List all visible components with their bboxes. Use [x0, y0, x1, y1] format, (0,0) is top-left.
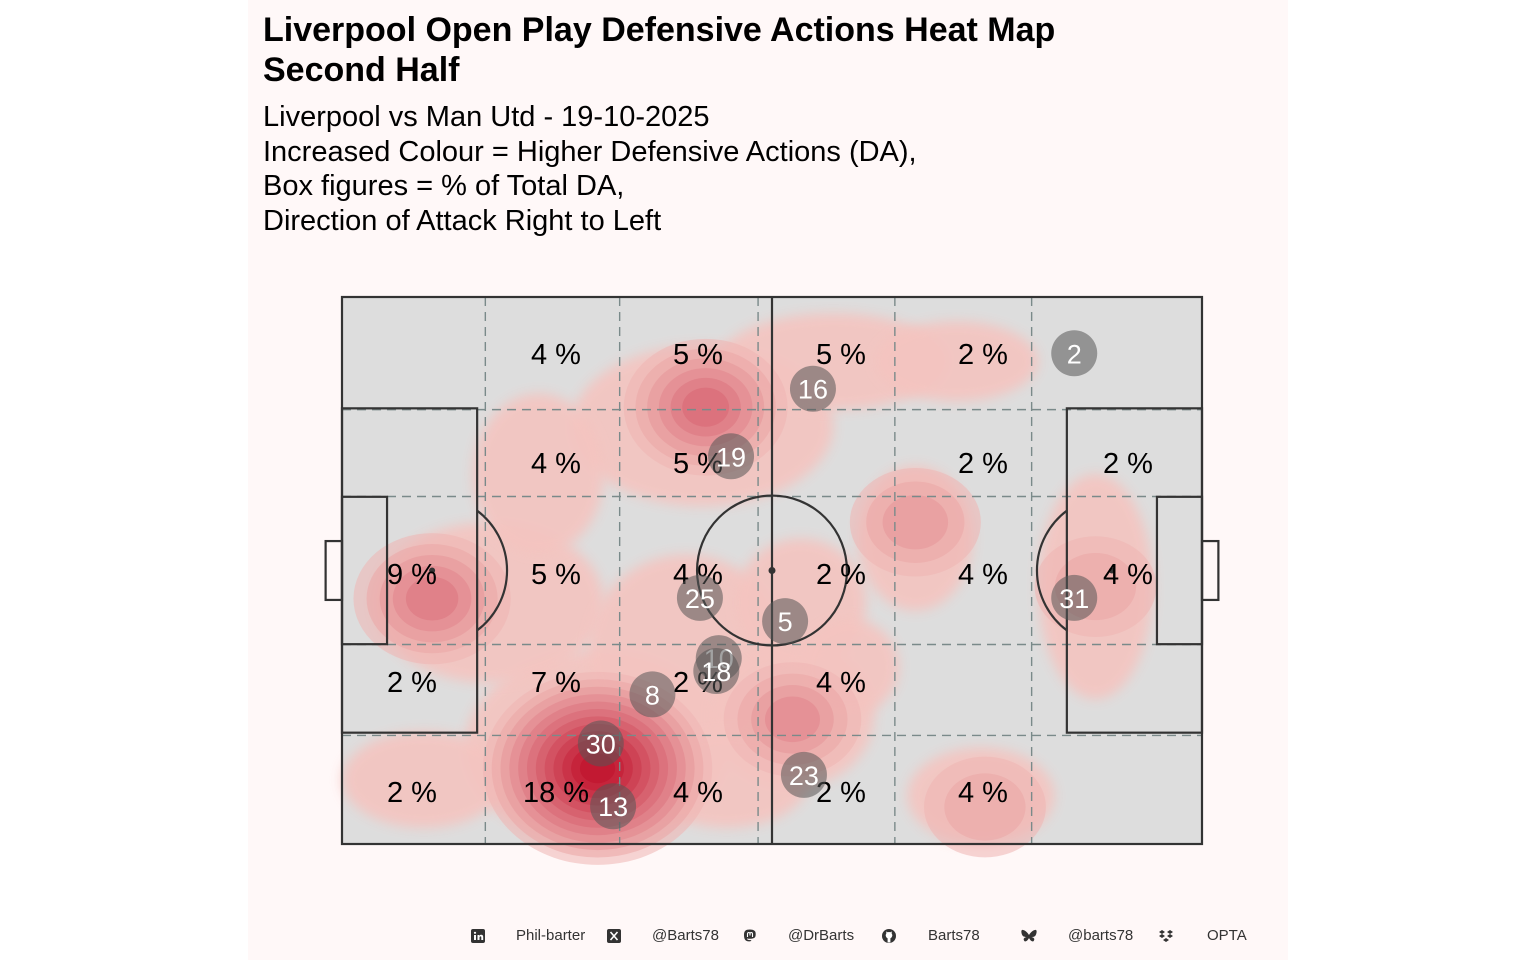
player-number-label: 8 [645, 680, 660, 710]
footer-github-label: Barts78 [928, 927, 980, 944]
player-marker-circle [762, 598, 809, 645]
zone-percentage-r4-c1: 2 % [387, 667, 437, 699]
player-marker-circle [577, 720, 624, 767]
density-hotspot-2-level-6 [682, 387, 730, 427]
player-marker-19: 19 [708, 433, 755, 480]
player-number-label: 23 [789, 761, 819, 791]
player-marker-circle [708, 433, 755, 480]
zone-percentage-r1-c4: 5 % [816, 339, 866, 371]
chart-title: Liverpool Open Play Defensive Actions He… [263, 10, 1263, 90]
zone-percentage-r2-c2: 4 % [531, 448, 581, 480]
mastodon-icon [742, 928, 758, 944]
player-marker-5: 5 [762, 598, 809, 645]
zone-percentage-r4-c2: 7 % [531, 667, 581, 699]
player-marker-circle [780, 751, 827, 798]
player-number-label: 2 [1067, 339, 1082, 369]
penalty-spot-right [1108, 567, 1115, 574]
subtitle-line-4: Direction of Attack Right to Left [263, 204, 662, 237]
zone-percentage-r2-c5: 2 % [958, 448, 1008, 480]
x-twitter-icon [606, 928, 622, 944]
player-number-label: 5 [778, 607, 793, 637]
player-marker-30: 30 [577, 720, 624, 767]
goal-left [324, 539, 344, 602]
player-marker-circle [590, 783, 637, 830]
density-base-6 [342, 731, 506, 828]
player-number-label: 18 [701, 657, 731, 687]
penalty-spot-left [429, 567, 436, 574]
zone-percentage-r2-c6: 2 % [1103, 448, 1153, 480]
zone-percentage-r3-c5: 4 % [958, 559, 1008, 591]
footer-mastodon-label: @DrBarts [788, 927, 855, 944]
player-marker-8: 8 [629, 671, 676, 718]
zone-percentage-r4-c4: 4 % [816, 667, 866, 699]
zone-percentage-r1-c3: 5 % [673, 339, 723, 371]
player-marker-23: 23 [780, 751, 827, 798]
player-number-label: 19 [716, 442, 746, 472]
zone-percentage-r3-c6: 4 % [1103, 559, 1153, 591]
footer-dropbox-label: OPTA [1207, 927, 1247, 944]
zone-percentage-r5-c3: 4 % [673, 777, 723, 809]
player-marker-circle [789, 365, 836, 412]
player-marker-circle [1051, 330, 1098, 377]
player-marker-2: 2 [1051, 330, 1098, 377]
subtitle-line-3: Box figures = % of Total DA, [263, 170, 625, 202]
player-marker-circle [1051, 574, 1098, 621]
player-marker-13: 13 [590, 783, 637, 830]
footer-x-label: @Barts78 [652, 927, 719, 944]
player-marker-25: 25 [676, 574, 723, 621]
player-number-label: 31 [1059, 584, 1089, 614]
chart-title-line-2: Second Half [263, 51, 460, 89]
footer-linkedin-label: Phil-barter [516, 927, 586, 944]
penalty-arc-left [476, 509, 509, 632]
density-hotspot-4-level-4 [764, 696, 820, 743]
footer-bluesky-label: @barts78 [1068, 927, 1134, 944]
subtitle-line-1: Liverpool vs Man Utd - 19-10-2025 [263, 101, 710, 133]
github-icon [881, 928, 897, 944]
density-base-7 [473, 393, 605, 555]
zone-grid [342, 297, 1202, 844]
player-number-label: 30 [586, 729, 616, 759]
density-hotspot-5-level-3 [882, 495, 949, 550]
player-number-label: 16 [798, 375, 828, 405]
pitch-markings [324, 295, 1220, 846]
player-marker-circle [629, 671, 676, 718]
density-hotspot-6-level-2 [944, 773, 1026, 841]
player-marker-18: 18 [693, 648, 740, 695]
density-hotspot-3-level-5 [405, 576, 459, 621]
player-markers: 216192553110188302313 [577, 330, 1098, 830]
zone-percentage-r5-c5: 4 % [958, 777, 1008, 809]
density-layer [342, 313, 1157, 865]
centre-circle [695, 494, 849, 647]
player-number-label: 25 [685, 584, 715, 614]
penalty-arc-right [1035, 509, 1068, 632]
linkedin-icon [470, 928, 486, 944]
zone-percentage-r3-c4: 2 % [816, 559, 866, 591]
zone-percentage-r5-c1: 2 % [387, 777, 437, 809]
zone-percentage-r3-c1: 9 % [387, 559, 437, 591]
bluesky-icon [1020, 928, 1038, 944]
subtitle-line-2: Increased Colour = Higher Defensive Acti… [263, 135, 917, 168]
zone-percentage-r3-c2: 5 % [531, 559, 581, 591]
player-number-label: 13 [598, 792, 628, 822]
zone-percentage-r1-c5: 2 % [958, 339, 1008, 371]
zone-percentage-r1-c2: 4 % [531, 339, 581, 371]
goal-right [1200, 539, 1220, 602]
footer-credits: Phil-barter @Barts78 @DrBarts Barts78 @b… [460, 922, 1280, 950]
centre-spot [768, 567, 776, 574]
zone-percentage-r5-c2: 18 % [523, 777, 589, 809]
player-marker-16: 16 [789, 365, 836, 412]
player-marker-circle [693, 648, 740, 695]
player-marker-circle [676, 574, 723, 621]
dropbox-icon [1158, 928, 1174, 944]
zone-labels: 4 % 5 % 5 % 2 %4 % 5 % 2 % 2 %9 % 5 % 4 % 2 % 4 % 4… [387, 339, 1153, 809]
chart-subtitle: Liverpool vs Man Utd - 19-10-2025 Increa… [263, 100, 1263, 238]
density-base-5 [874, 321, 1039, 402]
player-marker-31: 31 [1051, 574, 1098, 621]
chart-title-line-1: Liverpool Open Play Defensive Actions He… [263, 11, 1056, 49]
